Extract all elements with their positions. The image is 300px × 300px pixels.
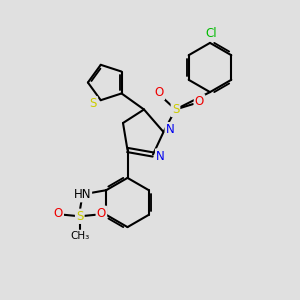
- Text: O: O: [97, 207, 106, 220]
- Text: N: N: [166, 123, 175, 136]
- Text: O: O: [195, 95, 204, 108]
- Text: S: S: [76, 210, 83, 223]
- Text: O: O: [155, 86, 164, 99]
- Text: N: N: [156, 149, 165, 163]
- Text: HN: HN: [74, 188, 91, 201]
- Text: Cl: Cl: [206, 27, 217, 40]
- Text: O: O: [54, 207, 63, 220]
- Text: S: S: [172, 103, 179, 116]
- Text: CH₃: CH₃: [70, 231, 89, 241]
- Text: S: S: [90, 97, 97, 110]
